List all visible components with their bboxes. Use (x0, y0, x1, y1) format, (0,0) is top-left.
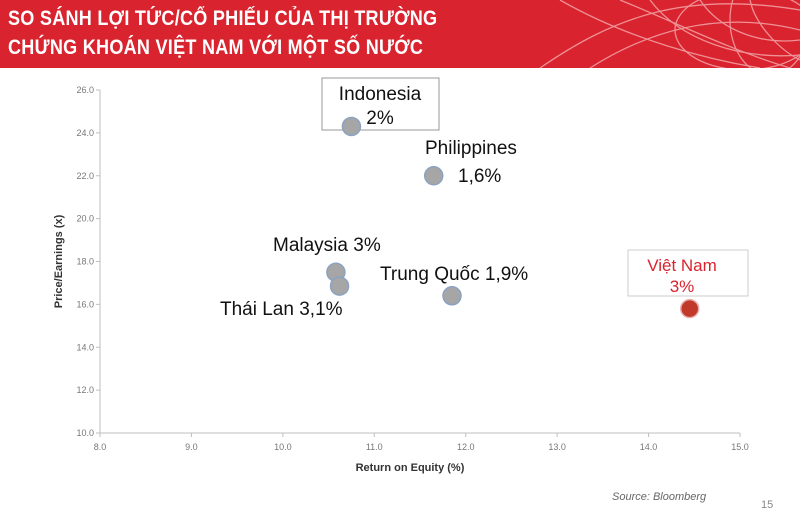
point-label: Indonesia (339, 84, 422, 105)
data-point (423, 166, 444, 186)
y-tick-label: 22.0 (76, 171, 94, 181)
x-tick-label: 13.0 (548, 442, 566, 452)
title-banner: SO SÁNH LỢI TỨC/CỔ PHIẾU CỦA THỊ TRƯỜNG … (0, 0, 800, 68)
decorative-lines-graphic (539, 0, 800, 68)
y-tick-label: 24.0 (76, 128, 94, 138)
x-axis-title: Return on Equity (%) (356, 462, 465, 474)
y-tick-label: 12.0 (76, 385, 94, 395)
point-label: Malaysia 3% (273, 235, 381, 256)
data-point (442, 286, 462, 306)
label-box-indonesia (321, 77, 440, 131)
x-tick-label: 11.0 (366, 442, 383, 452)
title-line-2: CHỨNG KHOÁN VIỆT NAM VỚI MỘT SỐ NƯỚC (8, 36, 424, 59)
y-tick-label: 14.0 (76, 342, 94, 352)
y-tick-label: 10.0 (76, 428, 94, 438)
data-point (341, 116, 362, 137)
y-tick-label: 26.0 (76, 85, 94, 95)
y-tick-label: 20.0 (76, 214, 94, 224)
point-label: Thái Lan 3,1% (220, 299, 343, 320)
point-label: Trung Quốc 1,9% (380, 264, 528, 285)
page-title: SO SÁNH LỢI TỨC/CỔ PHIẾU CỦA THỊ TRƯỜNG … (8, 4, 437, 62)
source-note: Source: Bloomberg (612, 491, 707, 503)
y-axis-title: Price/Earnings (x) (53, 214, 65, 308)
data-point (679, 298, 700, 319)
point-sublabel: 3% (670, 277, 695, 296)
page-number: 15 (761, 499, 774, 511)
scatter-chart: 8.0 9.0 10.0 11.0 12.0 13.0 14.0 15.0 10.0 12.0 14… (53, 77, 749, 474)
label-box-vietnam (627, 249, 749, 297)
y-tick-label: 16.0 (76, 299, 94, 309)
point-label: Việt Nam (647, 256, 717, 275)
point-sublabel: 1,6% (458, 166, 501, 187)
title-line-1: SO SÁNH LỢI TỨC/CỔ PHIẾU CỦA THỊ TRƯỜNG (8, 7, 438, 30)
x-tick-label: 14.0 (640, 442, 658, 452)
data-point (329, 276, 350, 296)
x-tick-label: 10.0 (274, 442, 292, 452)
point-label: Philippines (425, 138, 517, 159)
x-tick-label: 15.0 (731, 442, 749, 452)
x-tick-label: 9.0 (185, 442, 198, 452)
y-tick-label: 18.0 (76, 257, 94, 267)
x-tick-label: 8.0 (94, 442, 107, 452)
point-sublabel: 2% (366, 108, 394, 129)
x-tick-label: 12.0 (457, 442, 475, 452)
